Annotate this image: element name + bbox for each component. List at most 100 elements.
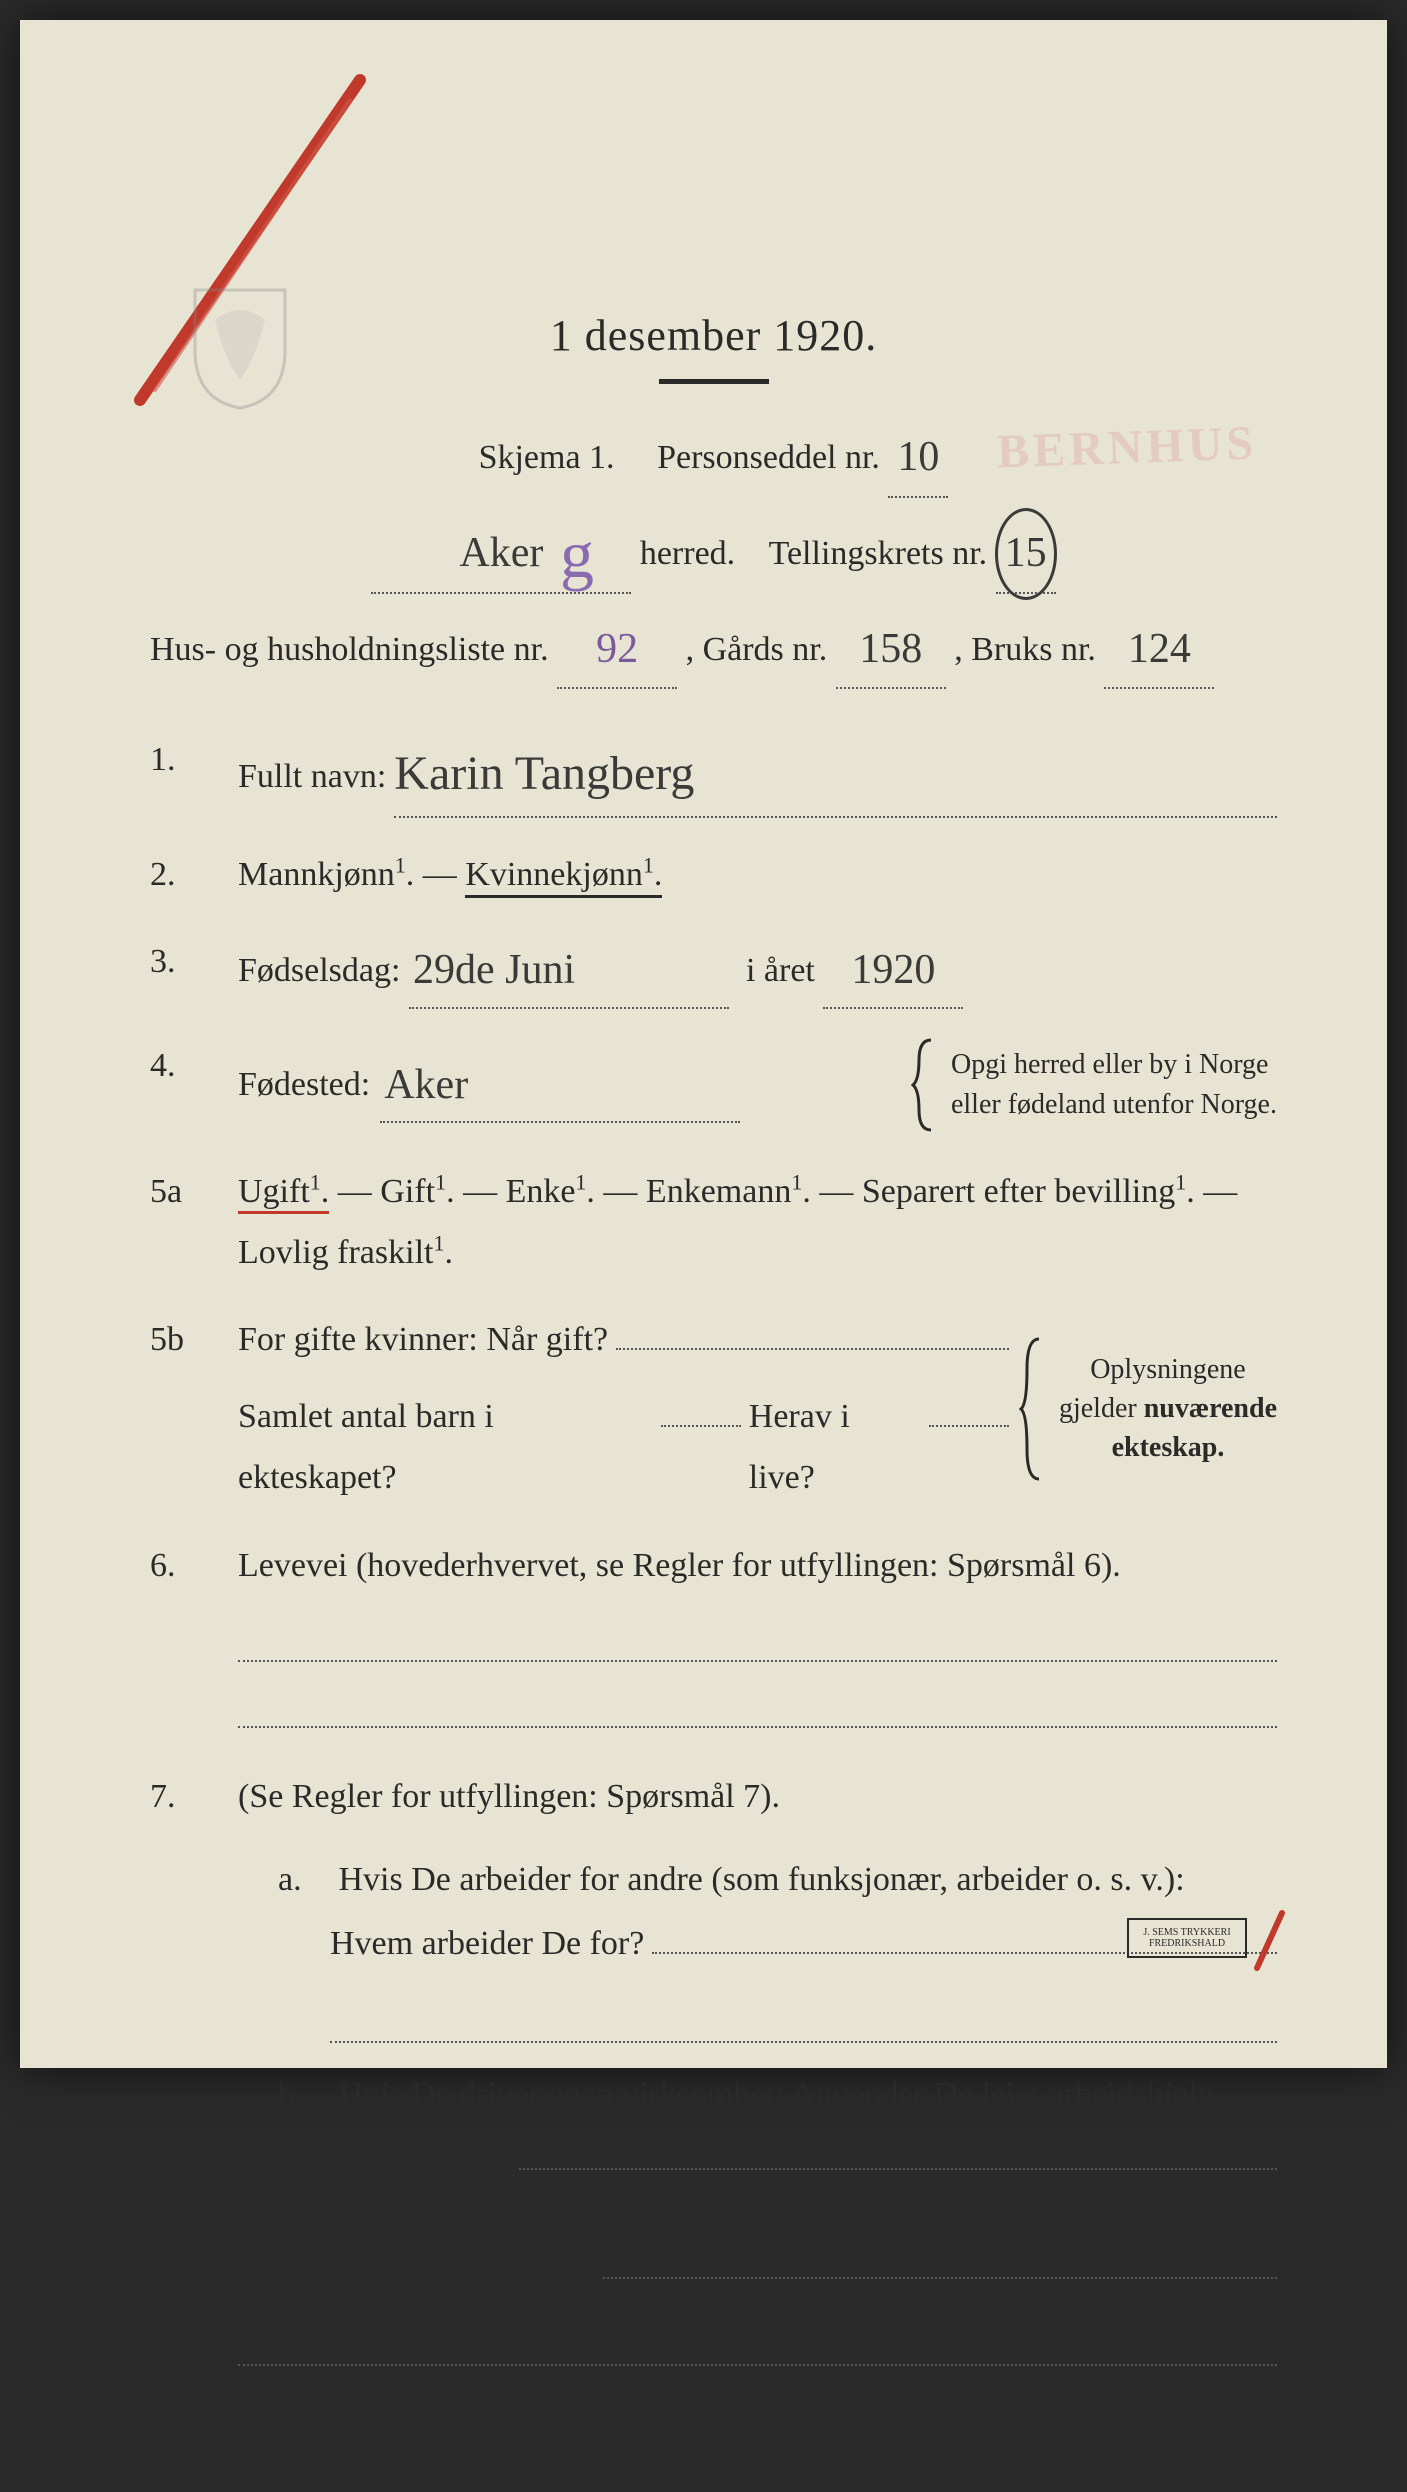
gards-value: 158 [859,610,922,690]
herred-field: Aker [371,512,631,594]
question-1: 1. Fullt navn: Karin Tangberg [150,729,1277,817]
q4-label: Fødested: [238,1054,370,1115]
q4-note2: eller fødeland utenfor Norge. [951,1085,1277,1124]
q7a: a. Hvis De arbeider for andre (som funks… [238,1848,1277,2044]
q3-day-value: 29de Juni [413,933,575,1009]
q2-sup1: 1 [395,852,406,877]
q3-num: 3. [150,931,238,992]
q3-year-label: i året [746,952,815,989]
q6-text: Levevei (hovederhvervet, se Regler for u… [238,1547,1121,1584]
meta-line-2: Aker herred. Tellingskrets nr. 15 [150,512,1277,594]
tellingskrets-field: 15 [996,512,1056,594]
title-text: 1 desember 1920. [550,311,878,360]
bruks-value: 124 [1128,610,1191,690]
question-5a: 5a Ugift1. — Gift1. — Enke1. — Enkemann1… [150,1161,1277,1283]
q7a-l1: Hvis De arbeider for andre (som funksjon… [339,1861,1185,1898]
q8-note: Har man ingen biinntekt av nogen betydni… [238,2378,1277,2432]
q5a-opt-fraskilt: Lovlig fraskilt [238,1234,433,1271]
q4-field: Aker [380,1046,740,1124]
meta-line-3: Hus- og husholdningsliste nr. 92 , Gårds… [150,608,1277,690]
gards-label: , Gårds nr. [686,631,828,668]
q5b-live-field [929,1425,1009,1427]
q4-note1: Opgi herred eller by i Norge [951,1045,1277,1084]
q5a-opt-enkemann: Enkemann [646,1173,791,1210]
q6-fill-line-2 [238,1674,1277,1728]
question-7: 7. (Se Regler for utfyllingen: Spørsmål … [150,1766,1277,2212]
q7a-letter: a. [278,1848,330,1913]
q5a-opt-ugift-selected: Ugift1. [238,1173,329,1214]
form-body: 1. Fullt navn: Karin Tangberg 2. Mannkjø… [150,729,1277,2492]
q6-num: 6. [150,1535,238,1596]
q5b-l2b: Herav i live? [749,1386,921,1508]
q7b: b. Hvis De driver egen virksomhet: Anven… [238,2063,1277,2192]
husliste-field: 92 [557,608,677,690]
q4-num: 4. [150,1035,238,1096]
q5b-note3: ekteskap. [1059,1428,1277,1467]
q4-brace-note: Opgi herred eller by i Norge eller fødel… [911,1035,1277,1135]
q5b-l2a: Samlet antal barn i ekteskapet? [238,1386,653,1508]
title-underline [659,379,769,384]
q7-num: 7. [150,1766,238,1827]
herred-value: Aker [459,514,543,594]
q8-fill-line [238,2312,1277,2366]
red-tick-mark [1237,1908,1297,1978]
personseddel-nr-value: 10 [897,418,939,498]
q5a-opt-gift: Gift [380,1173,435,1210]
rubber-stamp: BERNHUS [996,415,1258,479]
form-title: 1 desember 1920. [150,310,1277,384]
q3-day-field: 29de Juni [409,931,729,1009]
q5b-gift-field [616,1348,1009,1350]
q6-fill-line-1 [238,1608,1277,1662]
gards-field: 158 [836,608,946,690]
q8-num: 8. [150,2238,238,2299]
q7-intro: (Se Regler for utfyllingen: Spørsmål 7). [238,1778,780,1815]
printer-mark: J. SEMS TRYKKERI FREDRIKSHALD [1127,1918,1247,1958]
q2-opt1: Mannkjønn [238,856,395,893]
q5b-note1: Oplysningene [1059,1350,1277,1389]
q3-year-value: 1920 [851,933,935,1009]
q5a-opt-separert: Separert efter bevilling [862,1173,1175,1210]
question-2: 2. Mannkjønn1. — Kvinnekjønn1. [150,844,1277,905]
q2-num: 2. [150,844,238,905]
footnote-text-b: tydelig understrekning av de ord som pas… [385,2462,881,2491]
q8-label: Bierhverv (eller biinntekt) [238,2238,595,2299]
q5a-opt-enke: Enke [506,1173,576,1210]
q5a-num: 5a [150,1161,238,1222]
census-form-page: BERNHUS 1 desember 1920. Skjema 1. Perso… [20,20,1387,2068]
herred-label: herred. [640,535,735,572]
q7b-l2: (ja eller nei)? [330,2128,511,2193]
q1-field: Karin Tangberg [394,729,1277,817]
tellingskrets-value: 15 [1005,514,1047,594]
q7a-fill-line [330,1989,1277,2043]
q4-value: Aker [384,1048,468,1124]
q1-label: Fullt navn: [238,746,386,807]
question-4: 4. Fødested: Aker Opgi herred eller by i… [150,1035,1277,1135]
footnote: 1 Her kan svares ved tydelig understrekn… [150,2462,1277,2492]
bruks-field: 124 [1104,608,1214,690]
bruks-label: , Bruks nr. [954,631,1096,668]
question-8: 8. Bierhverv (eller biinntekt) Har man i… [150,2238,1277,2432]
q2-opt2-selected: Kvinnekjønn1. [465,856,662,898]
q1-value: Karin Tangberg [394,731,694,817]
q5b-l1: For gifte kvinner: Når gift? [238,1309,608,1370]
husliste-label: Hus- og husholdningsliste nr. [150,631,549,668]
q3-year-field: 1920 [823,931,963,1009]
footnote-text-a: Her kan svares ved [180,2462,385,2491]
q7b-field [519,2168,1277,2170]
q7b-l1: Hvis De driver egen virksomhet: Anvender… [339,2076,1215,2113]
q5b-barn-field [661,1425,741,1427]
coat-of-arms-icon [185,280,295,410]
question-5b: 5b For gifte kvinner: Når gift? Samlet a… [150,1309,1277,1509]
q7b-letter: b. [278,2063,330,2128]
q1-num: 1. [150,729,238,790]
q5b-num: 5b [150,1309,238,1370]
footnote-mark: 1 [150,2462,160,2492]
question-6: 6. Levevei (hovederhvervet, se Regler fo… [150,1535,1277,1741]
husliste-value: 92 [596,610,638,690]
skjema-label: Skjema 1. [479,439,615,476]
q7a-l2: Hvem arbeider De for? [330,1912,644,1977]
tellingskrets-label: Tellingskrets nr. [769,535,988,572]
personseddel-nr-field: 10 [888,416,948,498]
personseddel-label: Personseddel nr. [657,439,880,476]
q8-field [603,2277,1277,2279]
